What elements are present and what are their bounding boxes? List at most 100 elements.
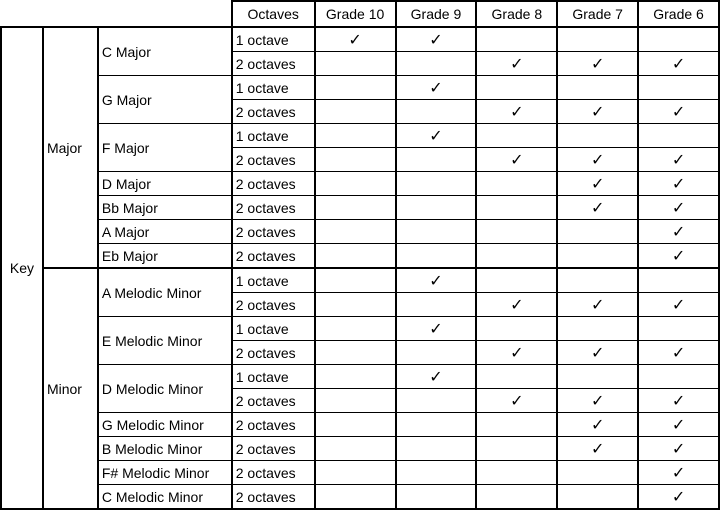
checkmark-icon-cell: ✓ xyxy=(556,412,640,437)
checkmark-icon-cell: ✓ xyxy=(556,436,640,461)
table-row: 2 octaves ✓ ✓ ✓ xyxy=(1,340,720,365)
checkmark-icon-cell: ✓ xyxy=(475,388,559,413)
key-name-cell: F Major xyxy=(96,123,233,172)
octaves-cell: 2 octaves xyxy=(230,99,316,124)
checkmark-icon-cell: ✓ xyxy=(556,340,640,365)
checkmark-icon-cell: ✓ xyxy=(637,460,720,485)
octaves-cell: 2 octaves xyxy=(230,484,316,510)
checkmark-icon-cell: ✓ xyxy=(556,51,640,76)
checkmark-icon-cell: ✓ xyxy=(394,364,478,389)
empty-cell xyxy=(556,123,640,148)
table-row: 2 octaves ✓ ✓ ✓ xyxy=(1,147,720,172)
checkmark-icon-cell: ✓ xyxy=(637,292,720,317)
empty-cell xyxy=(394,171,478,196)
checkmark-icon-cell: ✓ xyxy=(637,171,720,196)
empty-cell xyxy=(313,219,397,244)
checkmark-icon-cell: ✓ xyxy=(556,171,640,196)
empty-cell xyxy=(313,267,397,293)
table-row: G Major 1 octave ✓ xyxy=(1,75,720,124)
empty-cell xyxy=(475,484,559,510)
octaves-cell: 2 octaves xyxy=(230,388,316,413)
empty-cell xyxy=(475,26,559,52)
empty-cell xyxy=(394,292,478,317)
table-row: Minor A Melodic Minor 1 octave ✓ xyxy=(1,267,720,510)
empty-cell xyxy=(475,195,559,220)
empty-cell xyxy=(475,243,559,269)
empty-cell xyxy=(394,460,478,485)
header-grade-6: Grade 6 xyxy=(637,0,720,28)
checkmark-icon-cell: ✓ xyxy=(475,147,559,172)
octaves-cell: 2 octaves xyxy=(230,292,316,317)
empty-cell xyxy=(556,460,640,485)
checkmark-icon-cell: ✓ xyxy=(556,147,640,172)
header-grade-10: Grade 10 xyxy=(313,0,397,28)
octaves-cell: 2 octaves xyxy=(230,171,316,196)
table-row: Eb Major 2 octaves ✓ xyxy=(1,243,720,269)
empty-cell xyxy=(556,484,640,510)
key-name-cell: A Melodic Minor xyxy=(96,267,233,317)
empty-cell xyxy=(313,316,397,341)
empty-cell xyxy=(556,364,640,389)
table-row: 2 octaves ✓ ✓ ✓ xyxy=(1,388,720,413)
empty-cell xyxy=(313,436,397,461)
table-row: Key Major C Major 1 octave ✓ ✓ xyxy=(0,26,720,510)
empty-cell xyxy=(637,316,720,341)
octaves-cell: 2 octaves xyxy=(230,195,316,220)
empty-cell xyxy=(475,460,559,485)
empty-cell xyxy=(313,460,397,485)
empty-cell xyxy=(394,51,478,76)
table-row: Bb Major 2 octaves ✓ ✓ xyxy=(1,195,720,220)
header-blank xyxy=(1,1,233,27)
empty-cell xyxy=(313,147,397,172)
header-grade-7: Grade 7 xyxy=(556,0,640,28)
checkmark-icon-cell: ✓ xyxy=(637,340,720,365)
checkmark-icon-cell: ✓ xyxy=(637,51,720,76)
empty-cell xyxy=(475,436,559,461)
empty-cell xyxy=(313,484,397,510)
checkmark-icon-cell: ✓ xyxy=(475,340,559,365)
checkmark-icon-cell: ✓ xyxy=(637,436,720,461)
key-name-cell: C Melodic Minor xyxy=(96,484,233,510)
empty-cell xyxy=(313,340,397,365)
key-name-cell: D Melodic Minor xyxy=(96,364,233,413)
octaves-cell: 2 octaves xyxy=(230,243,316,269)
checkmark-icon-cell: ✓ xyxy=(637,484,720,510)
checkmark-icon-cell: ✓ xyxy=(313,26,397,52)
empty-cell xyxy=(394,412,478,437)
empty-cell xyxy=(313,99,397,124)
table-row: D Melodic Minor 1 octave ✓ xyxy=(1,364,720,413)
empty-cell xyxy=(556,267,640,293)
checkmark-icon-cell: ✓ xyxy=(394,123,478,148)
octaves-cell: 1 octave xyxy=(230,364,316,389)
octaves-cell: 2 octaves xyxy=(230,51,316,76)
checkmark-icon-cell: ✓ xyxy=(475,51,559,76)
checkmark-icon-cell: ✓ xyxy=(637,388,720,413)
key-name-cell: G Major xyxy=(96,75,233,124)
empty-cell xyxy=(394,99,478,124)
empty-cell xyxy=(394,484,478,510)
empty-cell xyxy=(475,412,559,437)
octaves-cell: 2 octaves xyxy=(230,436,316,461)
key-name-cell: D Major xyxy=(96,171,233,196)
octaves-cell: 2 octaves xyxy=(230,147,316,172)
checkmark-icon-cell: ✓ xyxy=(475,99,559,124)
octaves-cell: 2 octaves xyxy=(230,412,316,437)
empty-cell xyxy=(394,436,478,461)
table-row: C Melodic Minor 2 octaves ✓ xyxy=(1,484,720,510)
group-label-minor: Minor xyxy=(41,267,99,510)
key-name-cell: G Melodic Minor xyxy=(96,412,233,437)
octaves-cell: 2 octaves xyxy=(230,219,316,244)
checkmark-icon-cell: ✓ xyxy=(637,195,720,220)
empty-cell xyxy=(313,51,397,76)
empty-cell xyxy=(475,171,559,196)
checkmark-icon-cell: ✓ xyxy=(637,99,720,124)
checkmark-icon-cell: ✓ xyxy=(637,412,720,437)
octaves-cell: 1 octave xyxy=(230,267,316,293)
empty-cell xyxy=(475,219,559,244)
empty-cell xyxy=(394,243,478,269)
empty-cell xyxy=(313,171,397,196)
checkmark-icon-cell: ✓ xyxy=(556,195,640,220)
table-row: B Melodic Minor 2 octaves ✓ ✓ xyxy=(1,436,720,461)
empty-cell xyxy=(556,243,640,269)
